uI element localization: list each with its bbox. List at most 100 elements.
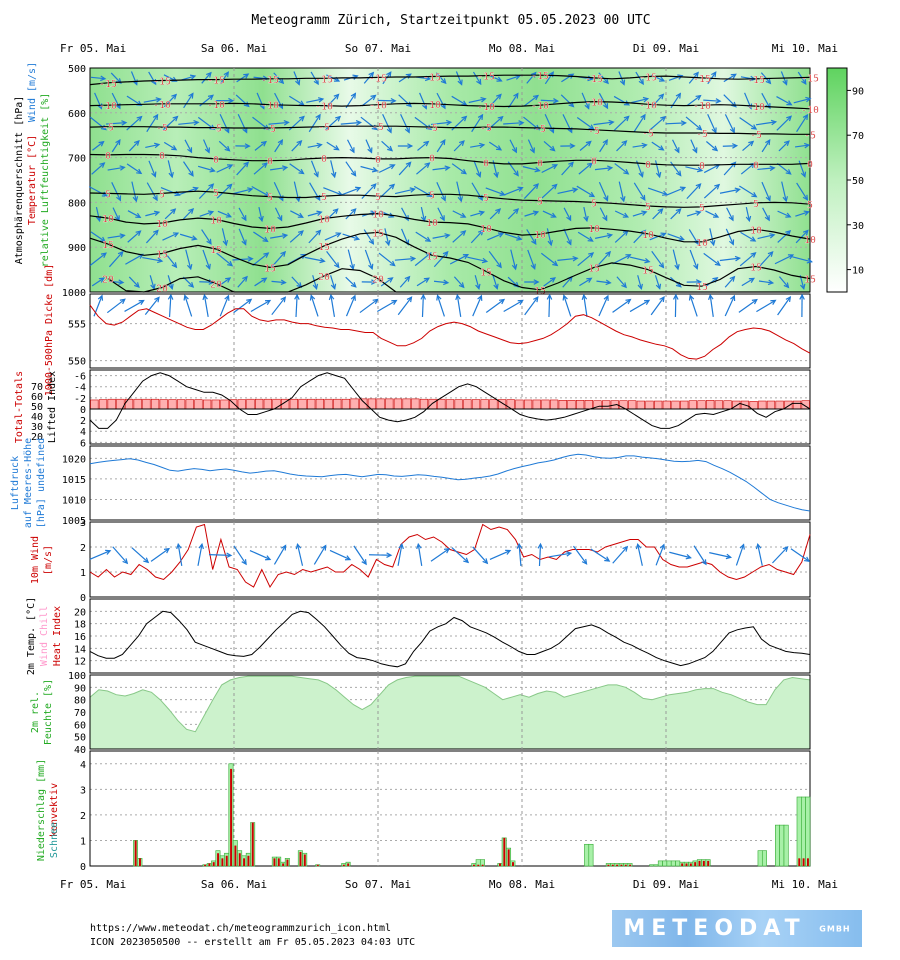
total-totals-bar bbox=[220, 399, 229, 410]
wind-head bbox=[422, 103, 428, 110]
convective-bar bbox=[620, 864, 623, 866]
wind-barb bbox=[197, 165, 216, 173]
wind-barb bbox=[308, 229, 322, 244]
footer-url[interactable]: https://www.meteodat.ch/meteogrammzurich… bbox=[90, 923, 392, 934]
wind-barb bbox=[672, 249, 680, 271]
convective-bar bbox=[689, 863, 692, 866]
wind-head bbox=[569, 143, 576, 149]
wind-head bbox=[460, 168, 467, 175]
wind-head bbox=[728, 215, 734, 222]
isotherm-label: 15 bbox=[750, 262, 762, 273]
wind-head bbox=[623, 100, 631, 106]
wind-shaft bbox=[307, 144, 322, 148]
wind-barb bbox=[146, 182, 158, 202]
wind-head bbox=[191, 235, 198, 241]
wind-shaft bbox=[218, 140, 230, 152]
total-totals-bar bbox=[150, 398, 160, 410]
wind-head bbox=[458, 140, 465, 146]
wind-head bbox=[193, 119, 200, 126]
wind-shaft bbox=[167, 160, 173, 178]
wind-barb bbox=[253, 162, 268, 175]
isotherm-label: -10 bbox=[693, 101, 711, 112]
wind-shaft bbox=[503, 299, 523, 313]
wind-barb bbox=[232, 256, 254, 262]
pressure-tick: 1010 bbox=[62, 495, 86, 506]
wind-shaft bbox=[467, 256, 487, 263]
wind-head bbox=[143, 557, 150, 564]
colorbar-label: 50 bbox=[852, 176, 864, 187]
precip-bar bbox=[649, 864, 655, 867]
wind-shaft bbox=[106, 122, 127, 125]
wind-head bbox=[244, 143, 251, 149]
total-totals-bar bbox=[333, 398, 342, 410]
wind-shaft bbox=[577, 252, 594, 267]
wind-head bbox=[496, 93, 502, 100]
wind-head bbox=[551, 183, 558, 190]
wind-head bbox=[765, 78, 772, 85]
wind-barb bbox=[365, 139, 373, 154]
wind-barb bbox=[203, 139, 210, 154]
meteodat-logo: METEODAT GMBH bbox=[612, 910, 862, 947]
wind-head bbox=[513, 281, 520, 288]
wind-head bbox=[584, 103, 590, 110]
wind-shaft bbox=[329, 549, 351, 561]
convective-bar bbox=[247, 855, 250, 866]
wind-barb bbox=[703, 183, 721, 199]
wind-head bbox=[297, 230, 304, 236]
wind-barb bbox=[707, 113, 717, 134]
wind-head bbox=[701, 559, 707, 566]
wind-head bbox=[782, 546, 789, 552]
tt-tick: 40 bbox=[31, 412, 43, 423]
wind-shaft bbox=[253, 162, 268, 175]
wind-shaft bbox=[594, 234, 612, 239]
wind-barb bbox=[437, 207, 445, 222]
ylabel-precip: Niederschlag [mm] bbox=[36, 759, 47, 861]
wind-head bbox=[475, 283, 481, 291]
wind-head bbox=[406, 296, 413, 303]
wind-head bbox=[154, 142, 161, 149]
wind-barb bbox=[236, 161, 250, 176]
wind-head bbox=[426, 191, 433, 197]
wind-head bbox=[804, 142, 811, 149]
wind-head bbox=[785, 212, 792, 218]
wind10m-barb bbox=[176, 542, 183, 566]
wind-barb bbox=[306, 97, 325, 103]
wind-shaft bbox=[397, 544, 403, 566]
wind-head bbox=[457, 196, 464, 203]
day-label-bottom: So 07. Mai bbox=[345, 878, 411, 891]
wind10m-barb bbox=[735, 543, 745, 566]
day-label-top: Di 09. Mai bbox=[633, 42, 699, 55]
wind-barb bbox=[508, 92, 519, 109]
wind-barb bbox=[561, 73, 575, 83]
wind-head bbox=[208, 183, 215, 190]
isotherm-label: -5 bbox=[318, 123, 330, 134]
wind-head bbox=[802, 194, 809, 201]
wind-head bbox=[247, 256, 254, 262]
wind-shaft bbox=[421, 294, 424, 318]
wind-barb bbox=[107, 233, 126, 239]
wind-shaft bbox=[236, 161, 249, 176]
wind-barb bbox=[184, 139, 193, 154]
wind-head bbox=[99, 236, 107, 243]
wind-shaft bbox=[252, 116, 269, 130]
wind-barb bbox=[467, 256, 489, 264]
wind-head bbox=[100, 75, 107, 82]
wind-head bbox=[316, 142, 323, 149]
wind-head bbox=[172, 115, 179, 122]
day-label-top: Mo 08. Mai bbox=[489, 42, 555, 55]
total-totals-bar bbox=[541, 399, 550, 410]
wind-shaft bbox=[670, 161, 682, 176]
ylabel-wind10m-2: [m/s] bbox=[43, 545, 54, 575]
wind-head bbox=[767, 250, 774, 257]
wind-shaft bbox=[363, 229, 374, 245]
wind-head bbox=[370, 183, 377, 190]
wind-head bbox=[729, 127, 735, 134]
wind-barb bbox=[670, 208, 682, 220]
isotherm-label: 20 bbox=[156, 284, 168, 295]
wind-shaft bbox=[487, 116, 504, 131]
wind-head bbox=[319, 257, 326, 264]
wind-shaft bbox=[296, 544, 304, 566]
wind-barb bbox=[541, 164, 559, 174]
wind-shaft bbox=[629, 256, 650, 263]
